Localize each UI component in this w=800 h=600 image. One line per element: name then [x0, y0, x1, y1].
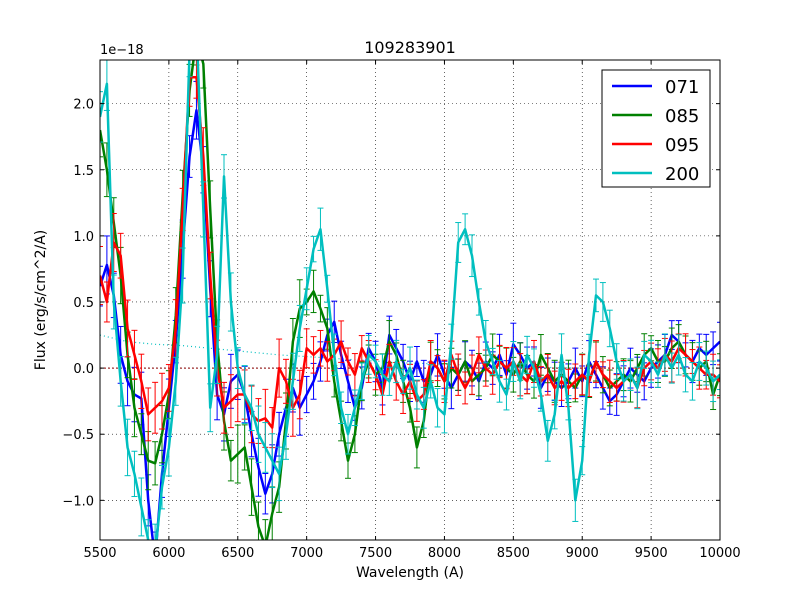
x-tick-label: 9000	[566, 546, 599, 561]
legend-label-200: 200	[665, 164, 699, 185]
x-tick-label: 7000	[290, 546, 323, 561]
x-axis-label: Wavelength (A)	[356, 565, 464, 581]
x-tick-label: 6500	[221, 546, 254, 561]
chart-title: 109283901	[364, 38, 456, 57]
legend: 071 085 095 200	[601, 69, 711, 188]
legend-frame	[601, 69, 711, 188]
x-tick-label: 8500	[497, 546, 530, 561]
y-axis-label: Flux (erg/s/cm^2/A)	[33, 230, 49, 370]
y-tick-label: 1.0	[73, 230, 94, 245]
x-tick-label: 7500	[359, 546, 392, 561]
data-layer	[100, 60, 720, 540]
x-tick-label: 9500	[635, 546, 668, 561]
y-tick-label: 1.5	[73, 164, 94, 179]
x-tick-label: 8000	[428, 546, 461, 561]
ticks: 5500 6000 6500 7000 7500 8000 8500 9000 9500 1000…	[62, 60, 741, 561]
y-offset-label: 1e−18	[100, 43, 144, 58]
y-tick-label: 0.5	[73, 296, 94, 311]
legend-label-071: 071	[665, 77, 699, 98]
plot-frame	[99, 59, 721, 541]
legend-label-095: 095	[665, 135, 699, 156]
legend-label-085: 085	[665, 106, 699, 127]
x-tick-label: 10000	[699, 546, 740, 561]
y-tick-label: −1.0	[62, 494, 94, 509]
series-200	[100, 60, 720, 540]
y-tick-label: −0.5	[62, 428, 94, 443]
x-tick-label: 6000	[152, 546, 185, 561]
x-tick-label: 5500	[83, 546, 116, 561]
series-line	[100, 60, 720, 540]
y-tick-label: 2.0	[73, 98, 94, 113]
y-tick-label: 0.0	[73, 362, 94, 377]
